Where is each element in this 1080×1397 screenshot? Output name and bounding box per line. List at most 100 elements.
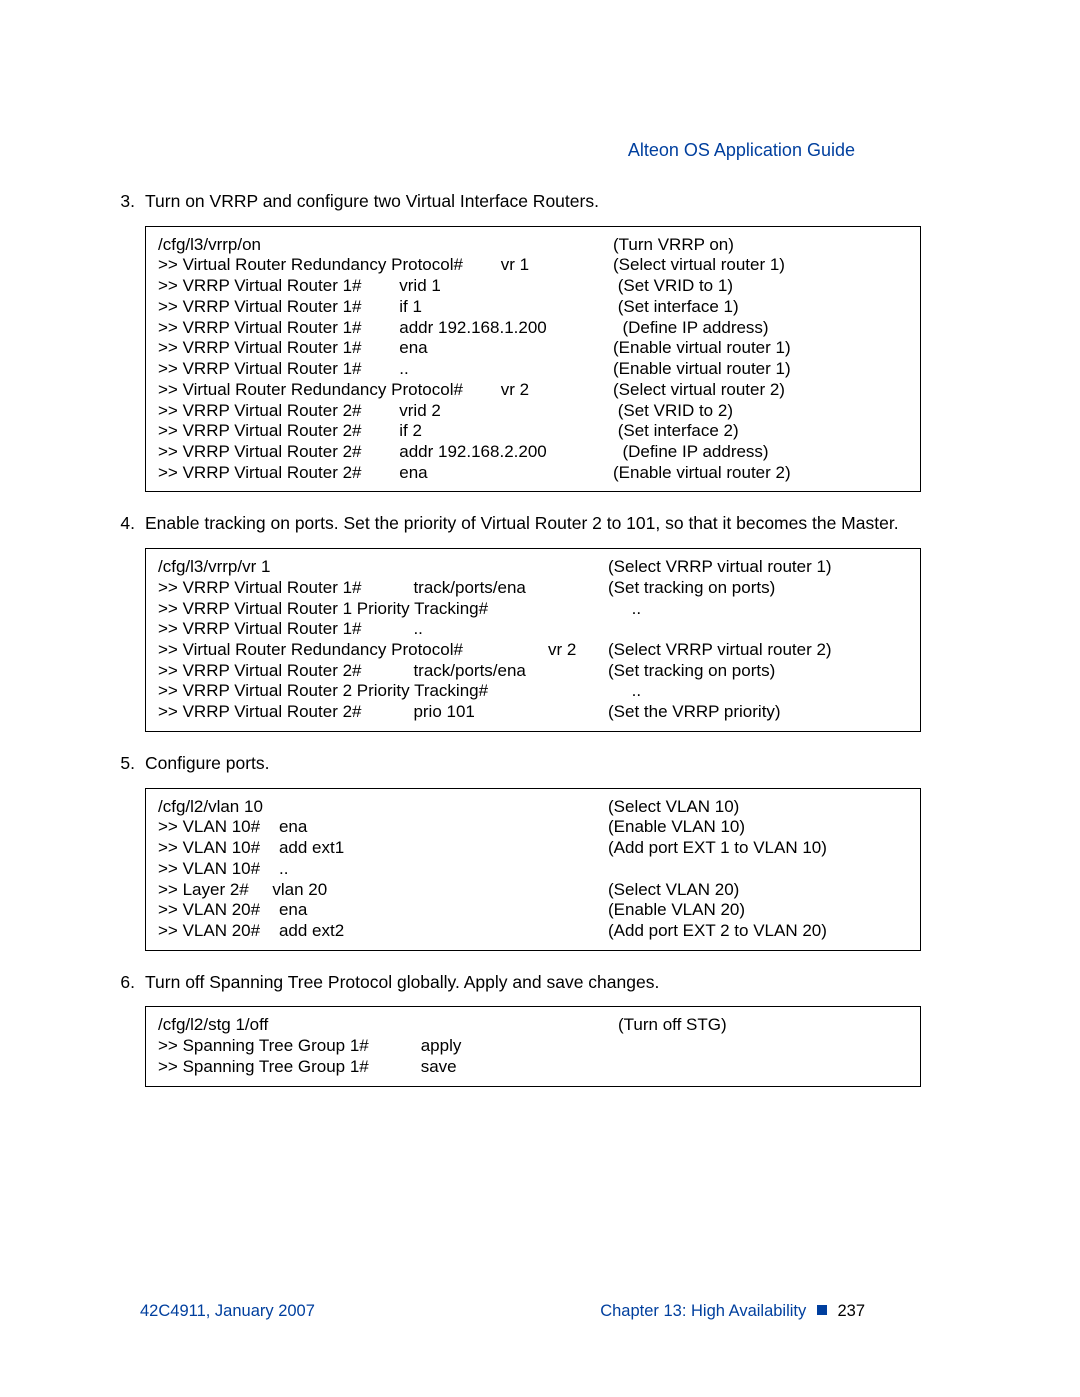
code-line: >> VRRP Virtual Router 1# addr 192.168.1… (158, 318, 908, 339)
code-right: (Turn VRRP on) (613, 235, 908, 256)
code-right: (Set interface 1) (613, 297, 908, 318)
code-line: >> VRRP Virtual Router 1# if 1 (Set inte… (158, 297, 908, 318)
code-left: >> VRRP Virtual Router 1# ena (158, 338, 613, 359)
footer-right: Chapter 13: High Availability 237 (600, 1302, 865, 1321)
code-right: (Set VRID to 2) (613, 401, 908, 422)
code-left: >> VRRP Virtual Router 2# addr 192.168.2… (158, 442, 613, 463)
code-line: >> VLAN 20# ena(Enable VLAN 20) (158, 900, 908, 921)
code-right: .. (608, 599, 908, 620)
code-line: >> VLAN 20# add ext2(Add port EXT 2 to V… (158, 921, 908, 942)
code-left: >> VRRP Virtual Router 2# vrid 2 (158, 401, 613, 422)
step-number: 3. (105, 190, 145, 214)
doc-title: Alteon OS Application Guide (628, 140, 855, 161)
code-right: (Enable virtual router 1) (613, 338, 908, 359)
code-right: (Add port EXT 1 to VLAN 10) (608, 838, 908, 859)
code-left: /cfg/l3/vrrp/on (158, 235, 613, 256)
code-left: >> VRRP Virtual Router 2 Priority Tracki… (158, 681, 608, 702)
code-line: >> Spanning Tree Group 1# save (158, 1057, 908, 1078)
code-right: (Select VRRP virtual router 1) (608, 557, 908, 578)
step-5: 5. Configure ports. (105, 752, 975, 776)
code-right: (Set interface 2) (613, 421, 908, 442)
code-line: >> VRRP Virtual Router 2# ena(Enable vir… (158, 463, 908, 484)
code-right (608, 859, 908, 880)
code-right: (Set VRID to 1) (613, 276, 908, 297)
code-line: /cfg/l3/vrrp/on(Turn VRRP on) (158, 235, 908, 256)
code-left: >> Layer 2# vlan 20 (158, 880, 608, 901)
code-line: >> Spanning Tree Group 1# apply (158, 1036, 908, 1057)
step-text: Enable tracking on ports. Set the priori… (145, 512, 975, 536)
code-left: >> VRRP Virtual Router 1# track/ports/en… (158, 578, 608, 599)
code-right: (Set tracking on ports) (608, 578, 908, 599)
code-left: /cfg/l2/stg 1/off (158, 1015, 618, 1036)
code-left: /cfg/l2/vlan 10 (158, 797, 608, 818)
step-6: 6. Turn off Spanning Tree Protocol globa… (105, 971, 975, 995)
code-right: (Select VLAN 10) (608, 797, 908, 818)
code-left: >> VLAN 10# .. (158, 859, 608, 880)
code-left: >> VRRP Virtual Router 1# .. (158, 359, 613, 380)
code-line: >> VRRP Virtual Router 1# track/ports/en… (158, 578, 908, 599)
code-left: >> VRRP Virtual Router 2# ena (158, 463, 613, 484)
code-right: (Define IP address) (613, 442, 908, 463)
code-left: >> VLAN 20# add ext2 (158, 921, 608, 942)
code-line: >> VRRP Virtual Router 2# prio 101(Set t… (158, 702, 908, 723)
code-right: (Turn off STG) (618, 1015, 908, 1036)
step-number: 6. (105, 971, 145, 995)
code-right: (Enable virtual router 2) (613, 463, 908, 484)
code-right: (Add port EXT 2 to VLAN 20) (608, 921, 908, 942)
code-left: >> VRRP Virtual Router 1# if 1 (158, 297, 613, 318)
code-box-5: /cfg/l2/vlan 10(Select VLAN 10)>> VLAN 1… (145, 788, 921, 951)
page: Alteon OS Application Guide 3. Turn on V… (0, 0, 1080, 1397)
code-line: >> Virtual Router Redundancy Protocol# v… (158, 255, 908, 276)
code-left: >> VLAN 10# add ext1 (158, 838, 608, 859)
step-text: Turn on VRRP and configure two Virtual I… (145, 190, 975, 214)
code-right: (Enable virtual router 1) (613, 359, 908, 380)
code-left: >> VLAN 10# ena (158, 817, 608, 838)
code-left: /cfg/l3/vrrp/vr 1 (158, 557, 608, 578)
code-left: >> VLAN 20# ena (158, 900, 608, 921)
code-left: >> Virtual Router Redundancy Protocol# v… (158, 255, 613, 276)
code-line: >> VRRP Virtual Router 2# addr 192.168.2… (158, 442, 908, 463)
code-line: /cfg/l2/stg 1/off(Turn off STG) (158, 1015, 908, 1036)
step-text: Turn off Spanning Tree Protocol globally… (145, 971, 975, 995)
code-line: >> Virtual Router Redundancy Protocol# v… (158, 380, 908, 401)
code-box-3: /cfg/l3/vrrp/on(Turn VRRP on)>> Virtual … (145, 226, 921, 493)
code-box-4: /cfg/l3/vrrp/vr 1(Select VRRP virtual ro… (145, 548, 921, 732)
code-right: (Select virtual router 1) (613, 255, 908, 276)
code-line: >> VRRP Virtual Router 2# track/ports/en… (158, 661, 908, 682)
code-line: >> Virtual Router Redundancy Protocol# v… (158, 640, 908, 661)
step-3: 3. Turn on VRRP and configure two Virtua… (105, 190, 975, 214)
code-line: /cfg/l2/vlan 10(Select VLAN 10) (158, 797, 908, 818)
footer-left: 42C4911, January 2007 (140, 1302, 315, 1321)
footer-chapter: Chapter 13: High Availability (600, 1302, 806, 1320)
content: 3. Turn on VRRP and configure two Virtua… (105, 190, 975, 1087)
code-line: >> Layer 2# vlan 20(Select VLAN 20) (158, 880, 908, 901)
step-text: Configure ports. (145, 752, 975, 776)
step-4: 4. Enable tracking on ports. Set the pri… (105, 512, 975, 536)
code-left: >> VRRP Virtual Router 2# prio 101 (158, 702, 608, 723)
code-line: >> VRRP Virtual Router 1# ..(Enable virt… (158, 359, 908, 380)
code-left: >> Spanning Tree Group 1# apply (158, 1036, 618, 1057)
code-right: .. (608, 681, 908, 702)
code-right: (Select VLAN 20) (608, 880, 908, 901)
code-line: >> VRRP Virtual Router 2 Priority Tracki… (158, 681, 908, 702)
code-line: >> VRRP Virtual Router 2# if 2 (Set inte… (158, 421, 908, 442)
code-right (608, 619, 908, 640)
page-footer: 42C4911, January 2007 Chapter 13: High A… (140, 1302, 865, 1321)
code-line: >> VLAN 10# .. (158, 859, 908, 880)
code-left: >> VRRP Virtual Router 1# .. (158, 619, 608, 640)
page-number: 237 (837, 1302, 865, 1320)
step-number: 4. (105, 512, 145, 536)
code-line: >> VRRP Virtual Router 1# vrid 1 (Set VR… (158, 276, 908, 297)
code-left: >> Spanning Tree Group 1# save (158, 1057, 618, 1078)
code-right: (Enable VLAN 10) (608, 817, 908, 838)
code-box-6: /cfg/l2/stg 1/off(Turn off STG)>> Spanni… (145, 1006, 921, 1086)
code-line: >> VRRP Virtual Router 1# ena(Enable vir… (158, 338, 908, 359)
code-line: >> VLAN 10# add ext1(Add port EXT 1 to V… (158, 838, 908, 859)
code-left: >> VRRP Virtual Router 1 Priority Tracki… (158, 599, 608, 620)
code-line: >> VRRP Virtual Router 1 Priority Tracki… (158, 599, 908, 620)
code-left: >> VRRP Virtual Router 1# vrid 1 (158, 276, 613, 297)
code-right: (Define IP address) (613, 318, 908, 339)
code-left: >> VRRP Virtual Router 1# addr 192.168.1… (158, 318, 613, 339)
code-left: >> Virtual Router Redundancy Protocol# v… (158, 640, 608, 661)
square-icon (817, 1305, 827, 1315)
